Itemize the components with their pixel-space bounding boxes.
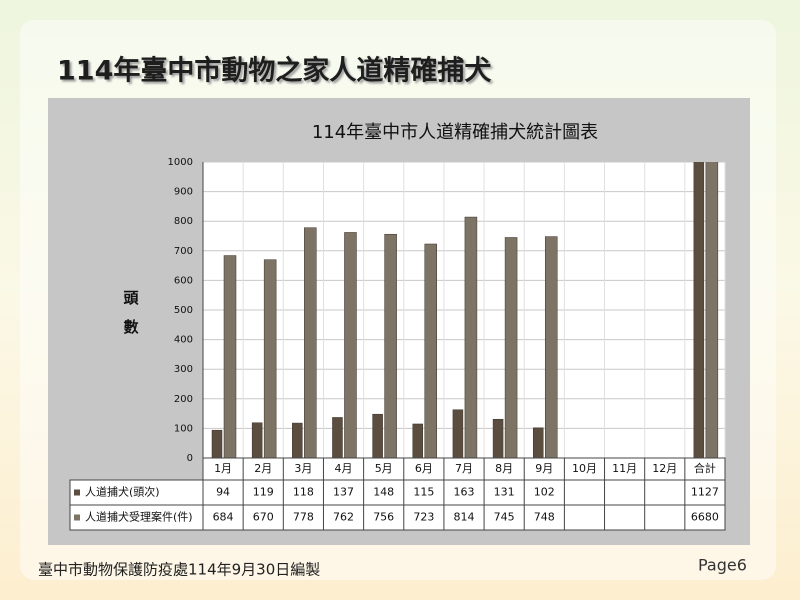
table-value: 94 (216, 486, 230, 499)
bar (344, 232, 357, 458)
x-tick-label: 3月 (294, 462, 312, 475)
y-tick-label: 1000 (168, 157, 193, 168)
bar (705, 162, 719, 458)
chart-title: 114年臺中市人道精確捕犬統計圖表 (312, 122, 598, 143)
x-tick-label: 9月 (535, 462, 553, 475)
bars (211, 162, 719, 458)
table-value: 684 (213, 511, 234, 524)
legend-swatch (74, 489, 80, 496)
table-value: 131 (494, 486, 515, 499)
table-value: 163 (454, 486, 475, 499)
bar (424, 243, 438, 458)
y-axis-label: 頭數 (122, 290, 140, 348)
table-value: 745 (494, 511, 515, 524)
bar (492, 418, 504, 458)
bar (372, 413, 383, 458)
y-tick-label: 800 (174, 216, 193, 227)
table-value: 723 (413, 511, 434, 524)
table-value: 102 (534, 486, 555, 499)
bar (223, 255, 237, 458)
footer: 臺中市動物保護防疫處114年9月30日編製 (38, 561, 320, 579)
x-tick-label: 2月 (254, 462, 272, 475)
table-value: 137 (333, 486, 354, 499)
bar (251, 422, 263, 458)
x-tick-label: 10月 (572, 462, 597, 475)
bar (532, 427, 544, 458)
legend-label: 人道捕犬(頭次) (85, 485, 160, 499)
x-tick-label: 1月 (214, 462, 232, 475)
y-tick-label: 200 (174, 394, 193, 405)
table-value: 119 (253, 486, 274, 499)
bar (292, 422, 303, 458)
x-tick-label: 12月 (652, 462, 677, 475)
x-tick-label: 合計 (694, 461, 716, 475)
table-value: 118 (293, 486, 314, 499)
table-value: 778 (293, 511, 314, 524)
y-tick-label: 500 (174, 305, 193, 316)
y-tick-label: 400 (174, 335, 193, 346)
x-tick-label: 4月 (335, 462, 353, 475)
x-tick-label: 5月 (375, 462, 393, 475)
bar (693, 162, 705, 458)
y-tick-label: 0 (187, 453, 193, 464)
bar (452, 409, 464, 458)
table-value: 6680 (691, 511, 719, 524)
bar (263, 259, 277, 458)
bar (504, 237, 518, 458)
legend-swatch (74, 514, 80, 521)
bar (304, 227, 317, 458)
table-value: 814 (454, 511, 475, 524)
y-tick-label: 700 (174, 246, 193, 257)
table-value: 1127 (691, 486, 719, 499)
table-value: 148 (373, 486, 394, 499)
bar (332, 417, 343, 458)
x-tick-label: 6月 (415, 462, 433, 475)
table-value: 748 (534, 511, 555, 524)
y-tick-label: 300 (174, 364, 193, 375)
table-value: 762 (333, 511, 354, 524)
x-tick-label: 7月 (455, 462, 473, 475)
bar (412, 423, 424, 458)
y-tick-label: 900 (174, 187, 193, 198)
bar (384, 233, 397, 458)
y-tick-label: 600 (174, 275, 193, 286)
bar (211, 429, 223, 458)
page-number: Page6 (698, 556, 747, 575)
table-value: 756 (373, 511, 394, 524)
legend-label: 人道捕犬受理案件(件) (85, 510, 193, 524)
bar (464, 216, 478, 458)
x-tick-label: 11月 (612, 462, 637, 475)
table-value: 115 (413, 486, 434, 499)
x-tick-label: 8月 (495, 462, 513, 475)
slide-title: 114年臺中市動物之家人道精確捕犬 (57, 55, 491, 87)
y-tick-label: 100 (174, 423, 193, 434)
bar (544, 236, 558, 458)
table-value: 670 (253, 511, 274, 524)
